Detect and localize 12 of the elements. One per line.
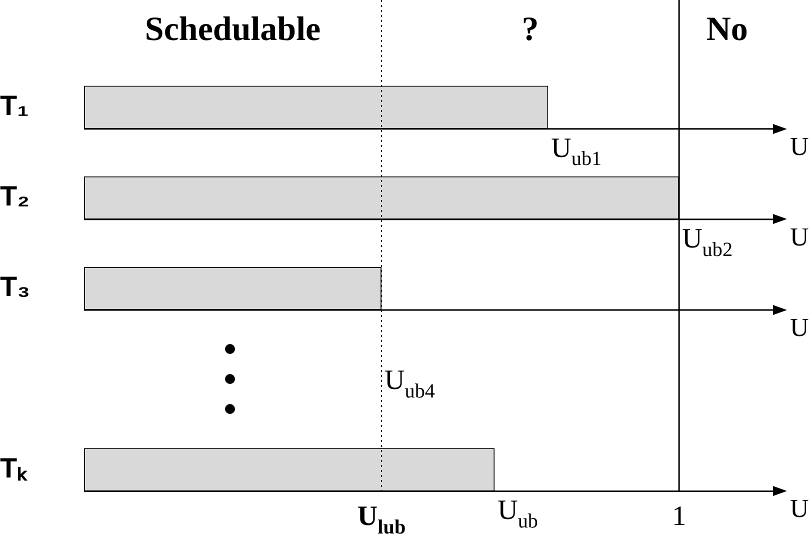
- y-tick-label: T₁: [0, 90, 29, 122]
- y-tick-label: T₂: [0, 180, 30, 212]
- text: U: [790, 222, 809, 252]
- y-tick-label: Tₖ: [0, 452, 28, 484]
- annotation: Schedulable: [144, 11, 321, 48]
- annotation: ?: [522, 11, 539, 48]
- ref-line-label: 1: [672, 501, 686, 532]
- y-tick-label: T₃: [0, 271, 30, 302]
- text: U: [790, 494, 809, 524]
- text: U: [790, 313, 809, 342]
- x-axis-title: U: [790, 132, 809, 161]
- text: No: [706, 11, 748, 48]
